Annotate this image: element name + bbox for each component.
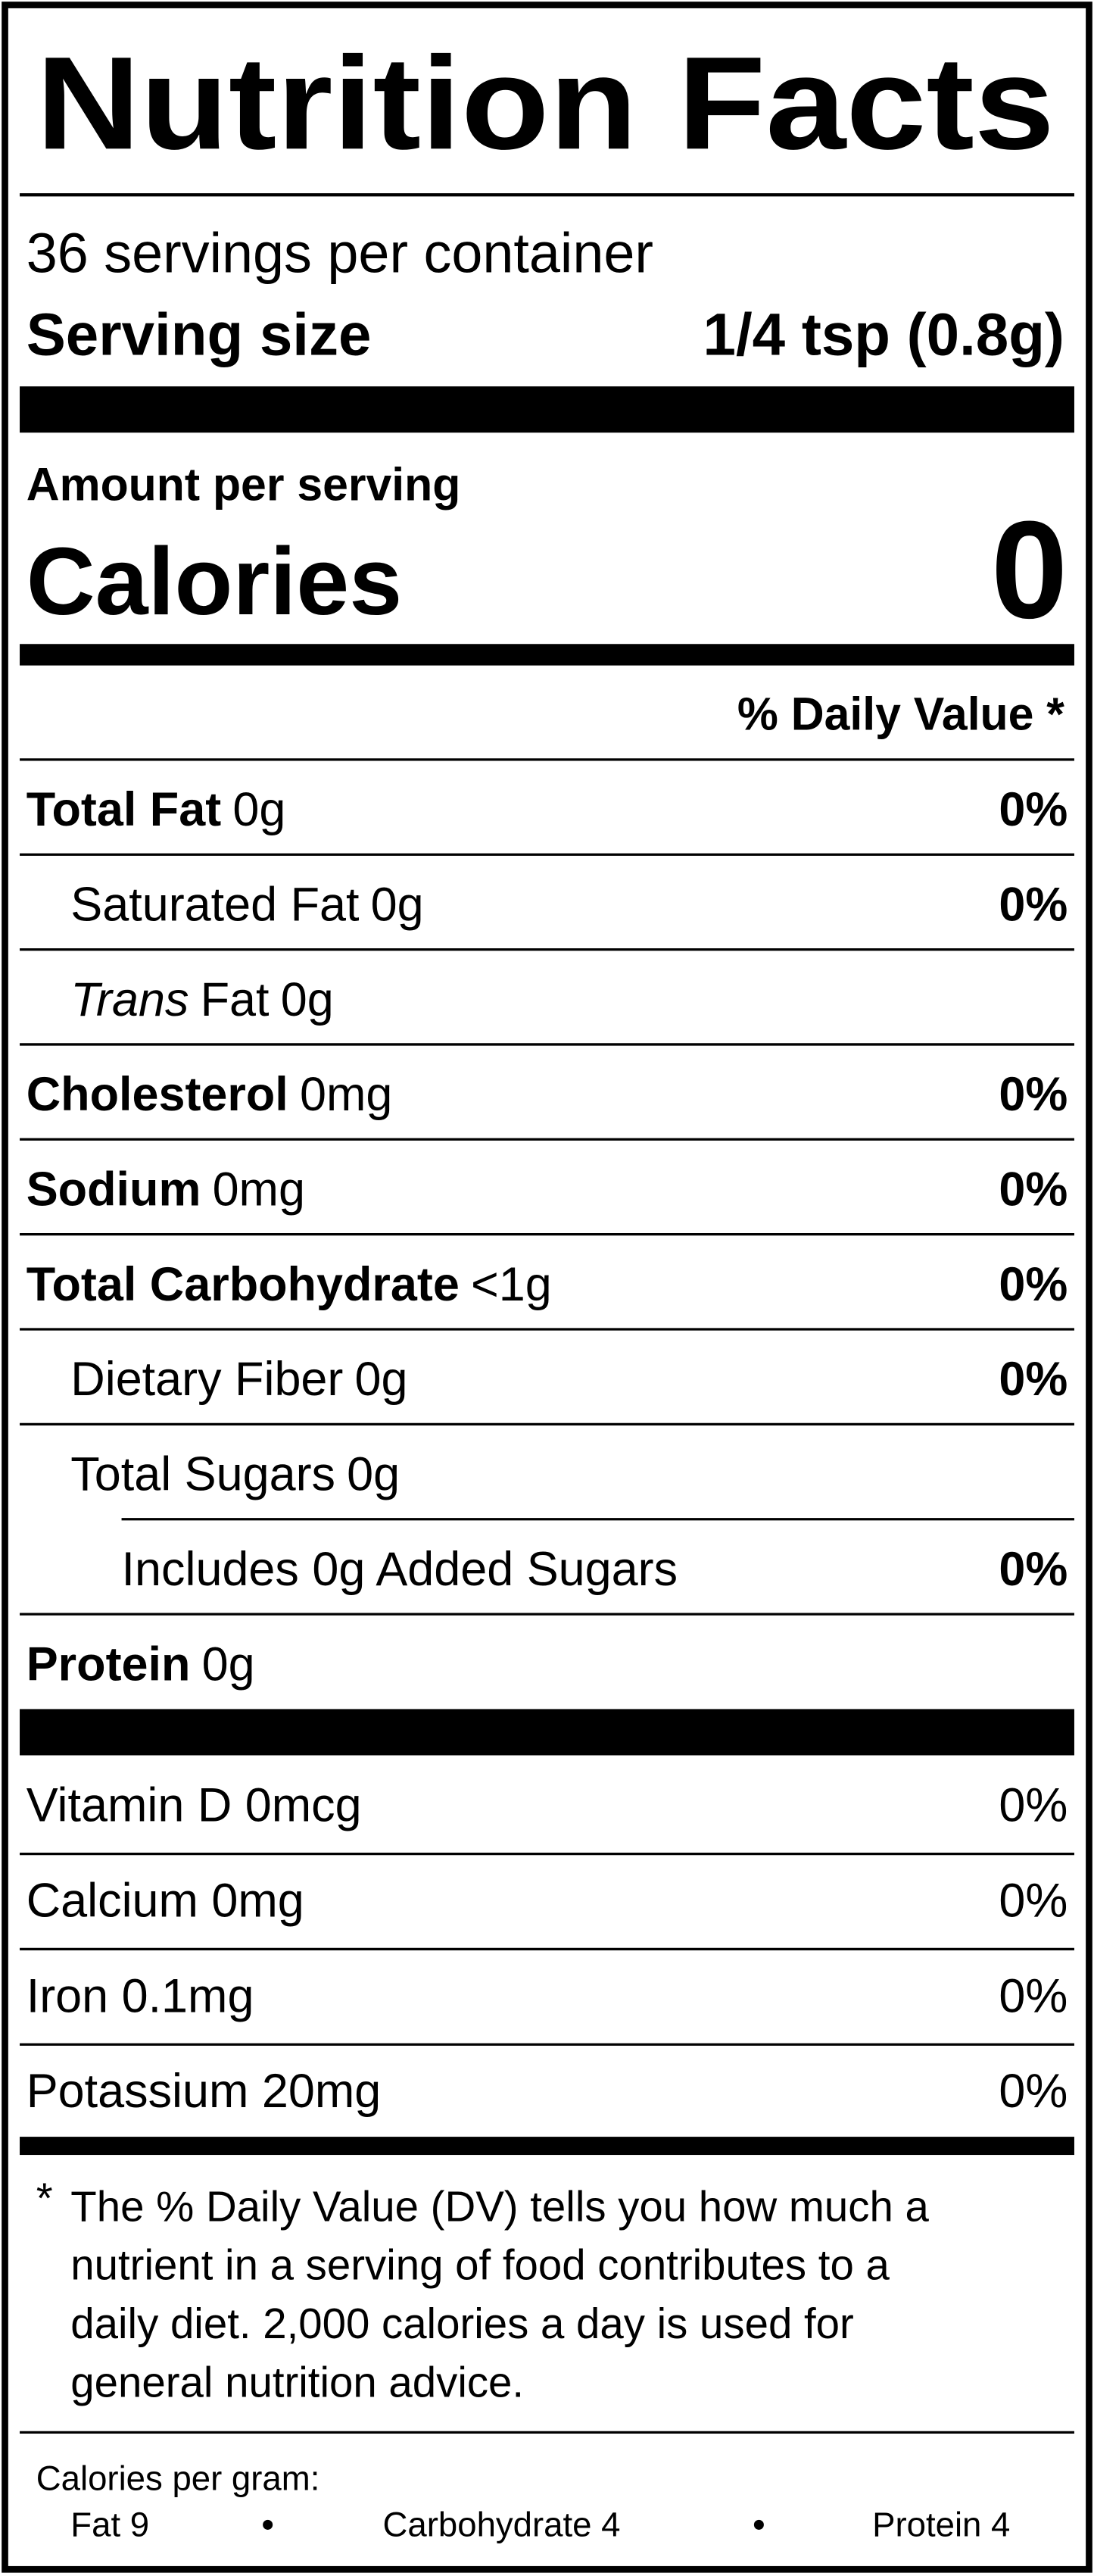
vitamin-label: Vitamin D 0mcg (26, 1779, 362, 1832)
nutrient-name: Dietary Fiber (70, 1353, 343, 1406)
nutrient-label: Protein 0g (26, 1638, 255, 1691)
nutrient-name: Cholesterol (26, 1068, 288, 1121)
title: Nutrition Facts (36, 29, 1055, 176)
footnote-line: nutrient in a serving of food contribute… (70, 2241, 890, 2289)
nutrient-dv: 0% (999, 1543, 1068, 1596)
vitamin-dv: 0% (999, 1969, 1068, 2022)
vitamin-dv: 0% (999, 1779, 1068, 1832)
medium-bar (20, 644, 1074, 666)
vitamin-dv: 0% (999, 1874, 1068, 1927)
thick-bar (20, 386, 1074, 433)
nutrient-label: Total Carbohydrate <1g (26, 1258, 552, 1311)
nutrient-amount: 0g (281, 973, 334, 1026)
nutrient-dv: 0% (999, 1163, 1068, 1216)
nutrient-dv: 0% (999, 1068, 1068, 1121)
nutrient-amount: 0mg (213, 1163, 305, 1216)
nutrient-label: Total Sugars 0g (70, 1447, 400, 1500)
nutrient-label: Cholesterol 0mg (26, 1068, 393, 1121)
nutrient-name: Fat (201, 973, 270, 1026)
nutrient-name: Total Carbohydrate (26, 1258, 460, 1311)
daily-value-header: % Daily Value * (737, 688, 1064, 739)
calories-value: 0 (991, 492, 1068, 647)
vitamin-label: Iron 0.1mg (26, 1969, 254, 2022)
nutrient-label: Includes 0g Added Sugars (122, 1543, 678, 1596)
serving-size-value: 1/4 tsp (0.8g) (703, 301, 1064, 368)
medium-bar (20, 2137, 1074, 2156)
serving-size-label: Serving size (26, 301, 372, 368)
nutrient-name: Protein (26, 1638, 191, 1691)
footnote-line: general nutrition advice. (70, 2358, 524, 2406)
nutrient-label: Total Fat 0g (26, 783, 286, 836)
nutrient-name: Includes 0g Added Sugars (122, 1543, 678, 1596)
nutrient-label: Dietary Fiber 0g (70, 1353, 407, 1406)
calories-per-gram-item: Fat 9 (70, 2506, 149, 2544)
nutrient-name: Total Fat (26, 783, 221, 836)
bullet (753, 2519, 764, 2530)
nutrient-amount: 0g (202, 1638, 255, 1691)
nutrient-amount: 0mg (300, 1068, 392, 1121)
nutrient-name: Total Sugars (70, 1447, 335, 1500)
calories-per-gram-label: Calories per gram: (36, 2459, 320, 2498)
calories-per-gram-item: Protein 4 (872, 2506, 1010, 2544)
nutrient-name: Saturated Fat (70, 878, 360, 931)
bullet (263, 2519, 273, 2530)
nutrient-name-italic: Trans (70, 973, 189, 1026)
amount-per-serving: Amount per serving (26, 458, 461, 510)
vitamin-label: Calcium 0mg (26, 1874, 304, 1927)
nutrient-label: Trans Fat 0g (70, 973, 333, 1026)
nutrient-dv: 0% (999, 783, 1068, 836)
footnote-line: daily diet. 2,000 calories a day is used… (70, 2300, 854, 2347)
nutrient-amount: 0g (355, 1353, 408, 1406)
nutrient-name: Sodium (26, 1163, 201, 1216)
thick-bar (20, 1709, 1074, 1756)
nutrient-label: Sodium 0mg (26, 1163, 305, 1216)
nutrient-amount: 0g (232, 783, 285, 836)
vitamin-dv: 0% (999, 2065, 1068, 2118)
footnote-line: The % Daily Value (DV) tells you how muc… (70, 2182, 929, 2230)
nutrient-dv: 0% (999, 878, 1068, 931)
nutrient-amount: 0g (347, 1447, 400, 1500)
footnote-marker: * (36, 2174, 53, 2222)
calories-per-gram-item: Carbohydrate 4 (383, 2506, 621, 2544)
nutrient-dv: 0% (999, 1353, 1068, 1406)
nutrient-label: Saturated Fat 0g (70, 878, 423, 931)
nutrient-amount: <1g (471, 1258, 552, 1311)
vitamin-label: Potassium 20mg (26, 2065, 382, 2118)
nutrient-dv: 0% (999, 1258, 1068, 1311)
servings: 36 servings per container (26, 222, 653, 285)
nutrient-amount: 0g (371, 878, 424, 931)
calories-label: Calories (26, 528, 403, 635)
